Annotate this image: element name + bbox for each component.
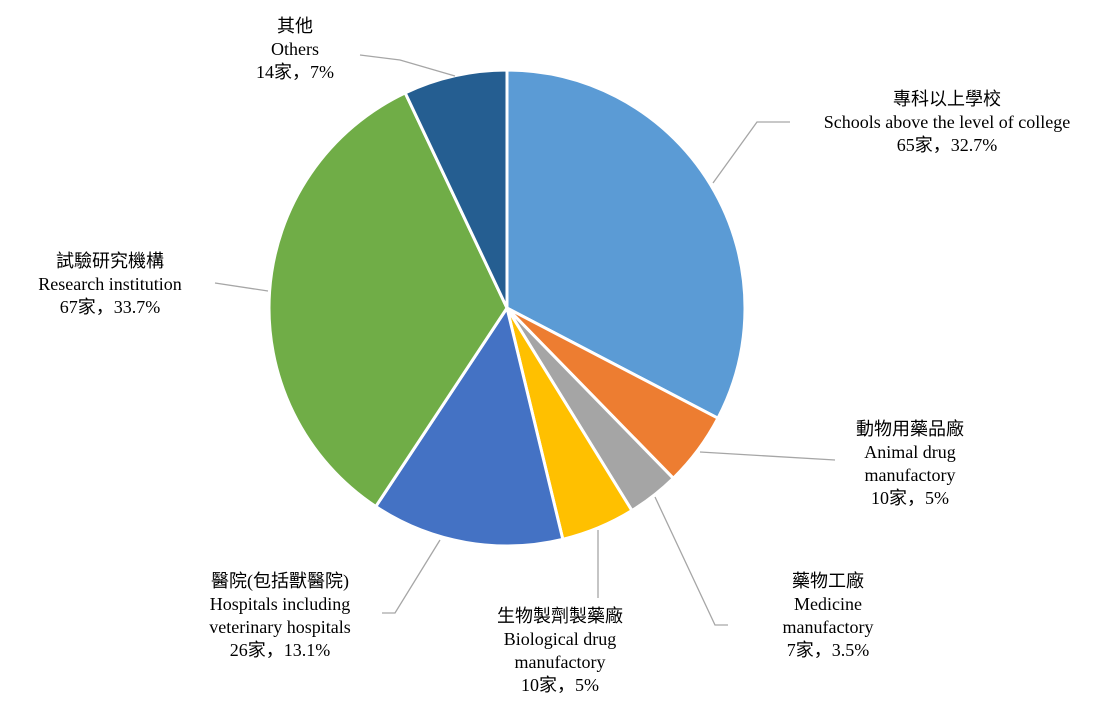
slice-label: 動物用藥品廠 Animal drug manufactory 10家，5% <box>830 418 990 510</box>
leader-line <box>654 496 728 626</box>
pie-slice <box>267 90 509 509</box>
pie-slice <box>373 304 565 548</box>
leader-line <box>699 451 836 461</box>
leader-line <box>359 54 456 77</box>
category-label: 醫院(包括獸醫院) <box>211 571 349 591</box>
data-label: 65家，32.7% <box>896 135 998 155</box>
category-label: Medicine manufactory <box>782 594 874 637</box>
category-label: Schools above the level of college <box>823 112 1071 132</box>
slice-label: 生物製劑製藥廠 Biological drug manufactory 10家，5% <box>475 605 645 697</box>
data-label: 14家，7% <box>256 62 334 82</box>
category-label: 其他 <box>277 16 313 36</box>
slice-label: 其他 Others 14家，7% <box>230 15 360 84</box>
leader-line <box>382 539 441 614</box>
category-label: Biological drug manufactory <box>503 629 617 672</box>
leader-line <box>712 121 790 184</box>
data-label: 10家，5% <box>521 675 599 695</box>
data-label: 26家，13.1% <box>229 640 331 660</box>
slice-label: 試驗研究機構 Research institution 67家，33.7% <box>0 250 225 319</box>
category-label: Others <box>271 39 319 59</box>
category-label: 動物用藥品廠 <box>856 419 964 439</box>
category-label: 專科以上學校 <box>893 89 1001 109</box>
slice-label: 醫院(包括獸醫院) Hospitals including veterinary … <box>175 570 385 662</box>
category-label: 生物製劑製藥廠 <box>497 606 623 626</box>
category-label: 試驗研究機構 <box>56 251 164 271</box>
slice-label: 藥物工廠 Medicine manufactory 7家，3.5% <box>763 570 893 662</box>
data-label: 10家，5% <box>871 488 949 508</box>
category-label: 藥物工廠 <box>792 571 864 591</box>
data-label: 67家，33.7% <box>59 297 161 317</box>
slice-label: 專科以上學校 Schools above the level of college… <box>777 88 1115 157</box>
category-label: Hospitals including veterinary hospitals <box>209 594 351 637</box>
pie-slice <box>505 68 747 421</box>
category-label: Research institution <box>38 274 182 294</box>
category-label: Animal drug manufactory <box>864 442 956 485</box>
leader-line <box>214 282 269 292</box>
data-label: 7家，3.5% <box>786 640 870 660</box>
